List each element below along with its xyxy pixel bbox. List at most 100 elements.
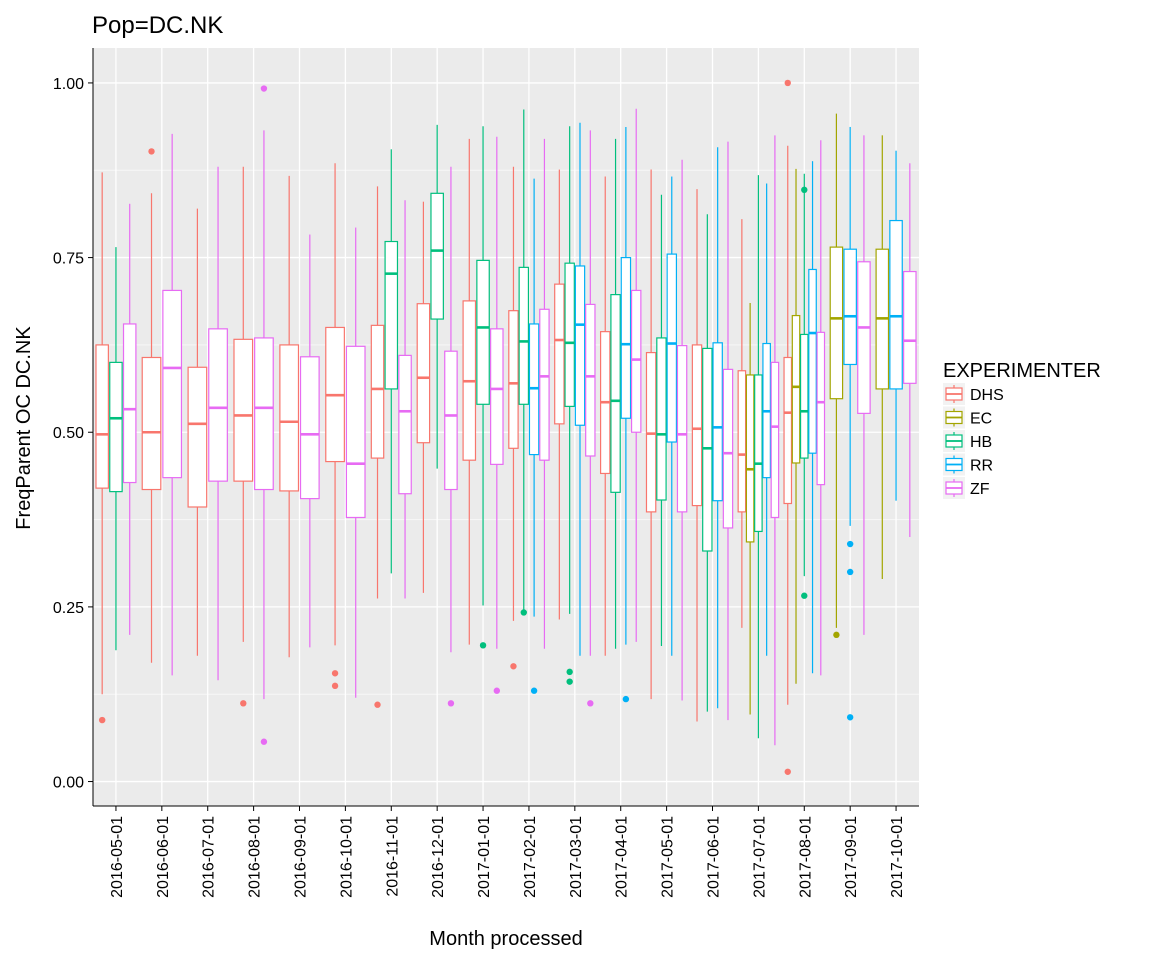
box [843, 248, 857, 366]
box [518, 266, 530, 405]
legend-item-rr: RR [943, 453, 993, 476]
box [564, 262, 575, 407]
box [254, 337, 274, 491]
outlier-point [240, 700, 247, 707]
boxplot-zf [208, 166, 228, 681]
box [816, 331, 826, 486]
boxplot-hb [518, 109, 530, 616]
box-group [462, 126, 504, 694]
outlier-point [846, 568, 854, 576]
boxplot-dhs [233, 166, 254, 707]
legend-item-dhs: DHS [943, 383, 1004, 405]
box-group [141, 133, 183, 676]
outlier-point [846, 540, 854, 548]
box [808, 268, 817, 454]
boxplot-zf [903, 163, 917, 538]
x-tick-label: 2017-05-01 [660, 816, 677, 898]
boxplot-dhs [554, 169, 565, 620]
boxplot-zf [857, 135, 871, 635]
boxplot-rr [528, 178, 540, 694]
boxplot-zf [345, 227, 366, 698]
outlier-point [98, 716, 106, 724]
y-tick-label: 0.00 [53, 775, 84, 792]
boxplot-rr [574, 122, 586, 656]
boxplot-ec [829, 113, 844, 639]
box [783, 356, 793, 505]
boxplot-ec [875, 135, 890, 579]
boxplot-dhs [691, 189, 703, 722]
outlier-point [148, 148, 155, 155]
legend-title: EXPERIMENTER [943, 360, 1101, 382]
boxplot-dhs [783, 79, 793, 775]
x-tick-label: 2016-09-01 [293, 816, 310, 898]
box [745, 374, 755, 543]
y-axis-label: FreqParent OC DC.NK [13, 326, 35, 530]
boxplot-dhs [325, 163, 345, 690]
box [799, 333, 809, 459]
box [722, 368, 734, 529]
box [691, 344, 703, 507]
boxplot-hb [476, 126, 490, 649]
plot-panel [93, 48, 919, 806]
box [279, 344, 300, 492]
boxplot-zf [122, 203, 137, 635]
box-group [554, 122, 596, 707]
outlier-point [479, 642, 487, 649]
x-tick-label: 2017-09-01 [843, 816, 860, 898]
box [430, 192, 444, 320]
box [95, 344, 109, 489]
outlier-point [260, 738, 268, 745]
box [620, 256, 632, 419]
box [398, 354, 412, 495]
boxplot-ec [745, 302, 755, 715]
x-tick-label: 2017-02-01 [522, 816, 539, 898]
boxplot-dhs [187, 208, 208, 656]
boxplot-dhs [370, 186, 385, 708]
boxplot-hb [656, 194, 667, 647]
outlier-point [784, 768, 791, 775]
boxplot-zf [299, 234, 320, 648]
outlier-point [801, 186, 808, 194]
x-tick-label: 2017-07-01 [751, 816, 768, 898]
boxplot-rr [666, 176, 678, 656]
boxplot-dhs [508, 166, 519, 670]
box-group [95, 172, 137, 724]
boxplot-rr [620, 126, 632, 703]
box-group [370, 149, 412, 708]
box-group [875, 135, 917, 579]
box-layer [95, 79, 917, 775]
x-tick-label: 2016-10-01 [338, 816, 355, 898]
legend-label: RR [970, 458, 993, 475]
boxplot-dhs [416, 201, 431, 593]
box [903, 270, 917, 384]
y-tick-label: 1.00 [53, 76, 84, 93]
outlier-point [331, 670, 339, 677]
boxplot-rr [712, 147, 723, 709]
box [712, 342, 723, 502]
boxplot-zf [254, 85, 274, 745]
box [122, 323, 137, 484]
x-tick-label: 2017-04-01 [614, 816, 631, 898]
boxplot-rr [762, 183, 771, 656]
boxplot-dhs [279, 175, 300, 658]
outlier-point [520, 609, 527, 616]
box [299, 356, 320, 500]
box [737, 370, 747, 513]
box [754, 374, 763, 533]
box [370, 324, 385, 459]
box-group [508, 109, 550, 694]
x-tick-label: 2016-07-01 [201, 816, 218, 898]
outlier-point [510, 663, 517, 670]
box [630, 289, 642, 433]
boxplot-hb [109, 247, 123, 651]
outlier-point [493, 687, 501, 694]
box [490, 328, 504, 465]
boxplot-hb [754, 175, 763, 739]
x-tick-label: 2016-12-01 [430, 816, 447, 898]
box [554, 283, 565, 425]
boxplot-zf [162, 133, 183, 676]
legend-item-zf: ZF [943, 477, 990, 499]
x-tick-label: 2017-08-01 [797, 816, 814, 898]
